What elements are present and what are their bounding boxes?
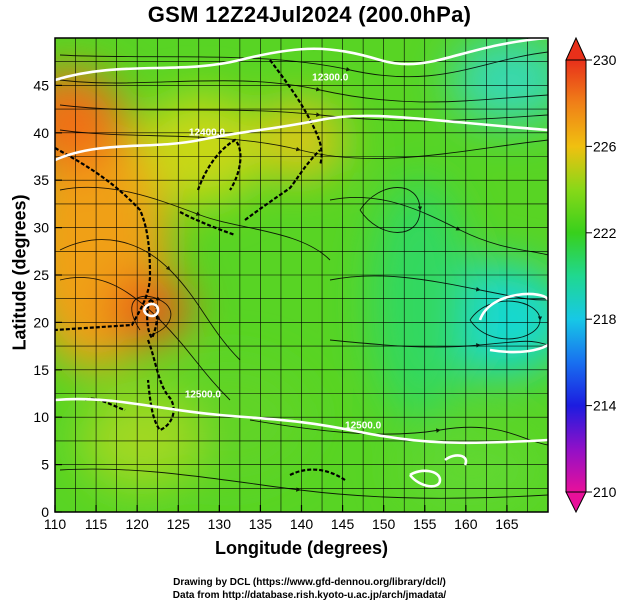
y-tick-label: 20 bbox=[33, 314, 49, 330]
x-tick-label: 130 bbox=[208, 516, 232, 532]
contour-label: 12300.0 bbox=[312, 73, 349, 84]
x-tick-label: 110 bbox=[44, 516, 67, 532]
map-title: GSM 12Z24Jul2024 (200.0hPa) bbox=[147, 2, 472, 27]
contour-label: 12500.0 bbox=[185, 389, 222, 400]
contour-label: 12500.0 bbox=[345, 421, 382, 432]
temperature-field bbox=[55, 38, 548, 512]
colorbar-min-arrow bbox=[565, 491, 587, 514]
y-tick-label: 0 bbox=[41, 504, 49, 520]
latitude-ticks: 0 5 10 15 20 25 30 35 40 45 bbox=[33, 77, 62, 520]
colorbar-tick-label: 214 bbox=[593, 398, 617, 414]
x-tick-label: 135 bbox=[249, 516, 273, 532]
x-tick-label: 120 bbox=[125, 516, 149, 532]
x-tick-label: 125 bbox=[167, 516, 191, 532]
height-contours bbox=[55, 38, 548, 488]
colorbar: 210 214 218 222 226 230 bbox=[565, 36, 617, 514]
colorbar-tick-label: 226 bbox=[593, 138, 617, 154]
colorbar-tick-label: 218 bbox=[593, 311, 617, 327]
y-axis-label: Latitude (degrees) bbox=[9, 194, 30, 351]
credit-data: Data from http://database.rish.kyoto-u.a… bbox=[172, 590, 447, 601]
coastlines bbox=[55, 59, 346, 481]
y-tick-label: 30 bbox=[33, 220, 49, 236]
longitude-ticks: 110 115 120 125 130 135 140 145 150 155 160 165 bbox=[44, 505, 519, 532]
x-tick-label: 165 bbox=[495, 516, 519, 532]
x-tick-label: 145 bbox=[331, 516, 355, 532]
x-tick-label: 155 bbox=[413, 516, 437, 532]
y-tick-label: 10 bbox=[33, 409, 49, 425]
colorbar-ticks: 210 214 218 222 226 230 bbox=[586, 52, 617, 500]
x-tick-label: 115 bbox=[85, 516, 108, 532]
x-tick-label: 150 bbox=[372, 516, 396, 532]
y-tick-label: 35 bbox=[33, 172, 49, 188]
colorbar-tick-label: 210 bbox=[593, 484, 617, 500]
lat-lon-grid bbox=[55, 38, 548, 512]
colorbar-tick-label: 222 bbox=[593, 225, 617, 241]
x-tick-label: 140 bbox=[290, 516, 314, 532]
y-tick-label: 5 bbox=[41, 457, 49, 473]
wind-streamlines bbox=[59, 51, 548, 499]
credit-drawing: Drawing by DCL (https://www.gfd-dennou.o… bbox=[173, 577, 446, 588]
y-tick-label: 45 bbox=[33, 77, 49, 93]
y-tick-label: 15 bbox=[33, 362, 49, 378]
x-tick-label: 160 bbox=[454, 516, 478, 532]
colorbar-max-arrow bbox=[565, 36, 587, 61]
colorbar-tick-label: 230 bbox=[593, 52, 617, 68]
x-axis-label: Longitude (degrees) bbox=[214, 538, 388, 558]
y-tick-label: 25 bbox=[33, 267, 49, 283]
contour-labels: 12300.0 12400.0 12500.0 12500.0 bbox=[185, 73, 382, 432]
y-tick-label: 40 bbox=[33, 125, 49, 141]
colorbar-gradient bbox=[565, 59, 587, 493]
contour-label: 12400.0 bbox=[189, 128, 226, 139]
